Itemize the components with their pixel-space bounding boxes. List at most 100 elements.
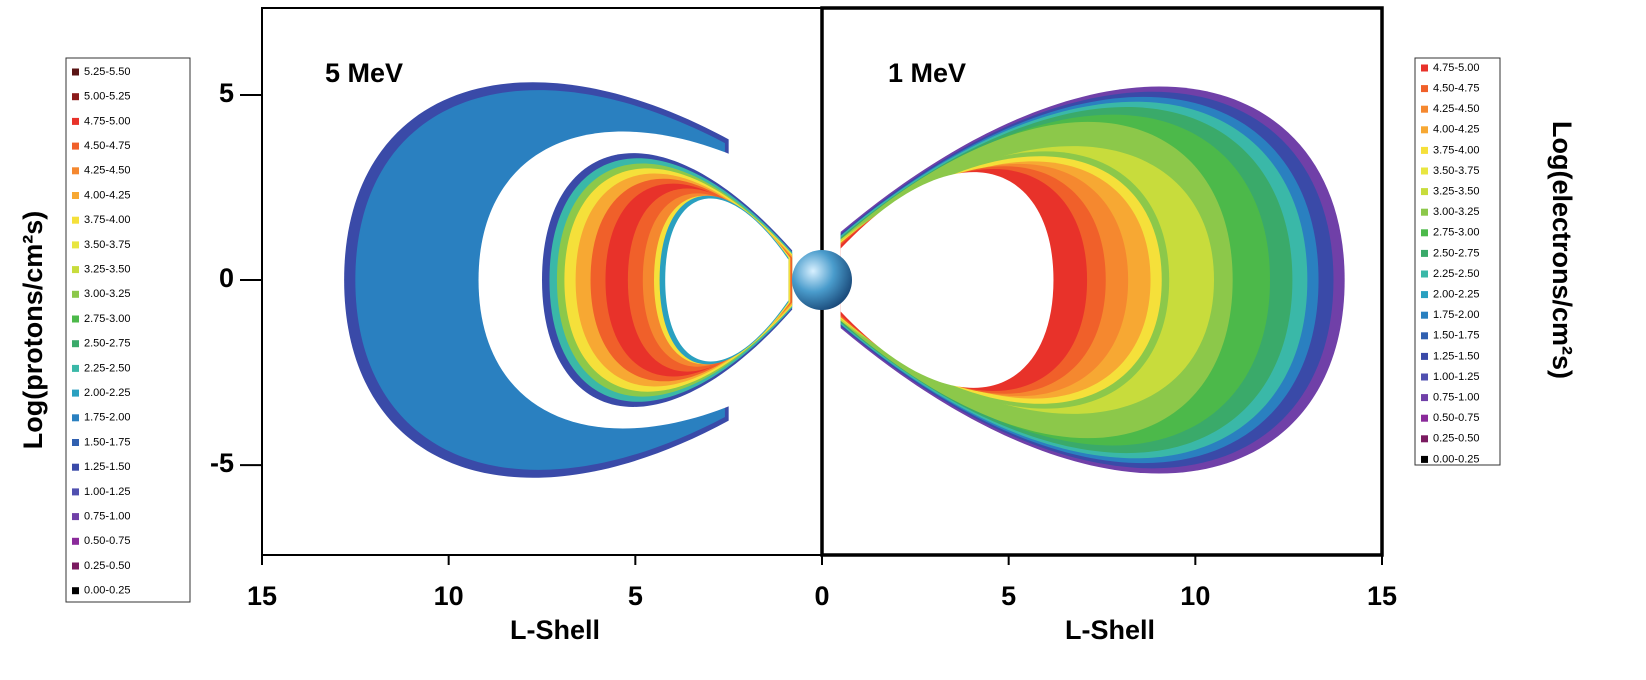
legend-label: 3.00-3.25 (84, 288, 130, 300)
legend-swatch (1421, 373, 1428, 381)
x-axis-label: L-Shell (1065, 615, 1155, 645)
legend-swatch (1421, 311, 1428, 319)
legend-swatch (1421, 435, 1428, 443)
legend-label: 2.00-2.25 (1433, 289, 1479, 301)
legend-label: 0.75-1.00 (1433, 392, 1479, 404)
legend-swatch (72, 192, 79, 199)
legend-swatch (72, 439, 79, 446)
legend-swatch (1421, 291, 1428, 299)
legend-label: 2.25-2.50 (1433, 268, 1479, 280)
legend-swatch (1421, 105, 1428, 113)
legend-swatch (1421, 455, 1428, 463)
legend-label: 1.00-1.25 (84, 486, 130, 498)
y-tick-label: 5 (219, 78, 234, 108)
legend-label: 2.50-2.75 (1433, 247, 1479, 259)
legend-swatch (1421, 249, 1428, 257)
legend-swatch (72, 93, 79, 101)
legend-label: 5.25-5.50 (84, 66, 130, 78)
legend-swatch (1421, 85, 1428, 93)
legend-label: 1.75-2.00 (84, 412, 130, 424)
legend-label: 3.25-3.50 (1433, 186, 1479, 198)
legend-swatch (72, 513, 79, 521)
y-tick-label: 0 (219, 263, 234, 293)
legend-label: 0.50-0.75 (1433, 412, 1479, 424)
legend-swatch (1421, 188, 1428, 196)
legend-label: 1.50-1.75 (1433, 330, 1479, 342)
legend-label: 3.25-3.50 (84, 264, 130, 276)
legend-swatch (72, 142, 79, 150)
legend-swatch (1421, 414, 1428, 422)
belt-gap (840, 172, 1054, 388)
legend-swatch (72, 167, 79, 175)
legend-swatch (72, 216, 79, 224)
legend-label: 0.00-0.25 (84, 585, 130, 597)
earth (792, 250, 852, 310)
legend-label: 4.25-4.50 (84, 165, 130, 177)
legend-swatch (72, 364, 79, 372)
legend-swatch (72, 537, 79, 545)
legend-label: 1.00-1.25 (1433, 371, 1479, 383)
x-tick-label: 15 (1367, 581, 1397, 611)
legend-label: 3.75-4.00 (1433, 144, 1479, 156)
legend-swatch (1421, 229, 1428, 237)
x-axis-label: L-Shell (510, 615, 600, 645)
chart-title: 1 MeV (888, 58, 966, 88)
legend-label: 4.25-4.50 (1433, 103, 1479, 115)
legend-swatch (72, 587, 79, 595)
legend-swatch (1421, 146, 1428, 154)
legend-label: 3.50-3.75 (1433, 165, 1479, 177)
legend-label: 0.00-0.25 (1433, 453, 1479, 465)
legend-swatch (1421, 394, 1428, 402)
legend-swatch (72, 562, 79, 570)
legend-label: 0.25-0.50 (84, 560, 130, 572)
x-tick-label: 0 (814, 581, 829, 611)
legend-label: 0.75-1.00 (84, 511, 130, 523)
electron-belt (840, 86, 1345, 474)
legend-label: 2.50-2.75 (84, 338, 130, 350)
x-tick-label: 10 (434, 581, 464, 611)
legend-label: 4.75-5.00 (1433, 62, 1479, 74)
legend-label: 5.00-5.25 (84, 91, 130, 103)
legend-swatch (72, 389, 79, 397)
legend-label: 4.50-4.75 (1433, 83, 1479, 95)
legend-swatch (72, 266, 79, 274)
legend-swatch (72, 463, 79, 471)
legend-swatch (72, 68, 79, 76)
legend-swatch (1421, 332, 1428, 340)
legend-label: 2.25-2.50 (84, 362, 130, 374)
proton-belt (344, 82, 793, 478)
legend-box (65, 57, 191, 603)
legend-label: 4.75-5.00 (84, 115, 130, 127)
legend-label: 3.50-3.75 (84, 239, 130, 251)
legend-label: 1.25-1.50 (1433, 350, 1479, 362)
legend-swatch (72, 290, 79, 298)
legend-swatch (1421, 270, 1428, 278)
legend-swatch (72, 340, 79, 348)
legend-swatch (1421, 167, 1428, 175)
legend-swatch (1421, 126, 1428, 134)
legend-label: 2.75-3.00 (84, 313, 130, 325)
legend-label: 2.00-2.25 (84, 387, 130, 399)
legend-label: 4.00-4.25 (1433, 124, 1479, 136)
x-tick-label: 5 (628, 581, 643, 611)
legend-swatch (1421, 352, 1428, 360)
belt-gap (665, 198, 789, 362)
legend-label: 1.50-1.75 (84, 436, 130, 448)
legend-label: 4.50-4.75 (84, 140, 130, 152)
legend-swatch (72, 488, 79, 496)
legend-label: 3.00-3.25 (1433, 206, 1479, 218)
legend-swatch (72, 414, 79, 422)
y-axis-label: Log(protons/cm²s) (18, 211, 48, 449)
y-axis-label: Log(electrons/cm²s) (1547, 121, 1577, 379)
y-tick-label: -5 (210, 448, 234, 478)
chart-title: 5 MeV (325, 58, 403, 88)
x-tick-label: 15 (247, 581, 277, 611)
legend-label: 1.25-1.50 (84, 461, 130, 473)
legend-box (1414, 57, 1501, 466)
legend-label: 0.50-0.75 (84, 535, 130, 547)
x-tick-label: 5 (1001, 581, 1016, 611)
legend-label: 1.75-2.00 (1433, 309, 1479, 321)
legend-swatch (72, 117, 79, 125)
legend-label: 3.75-4.00 (84, 214, 130, 226)
